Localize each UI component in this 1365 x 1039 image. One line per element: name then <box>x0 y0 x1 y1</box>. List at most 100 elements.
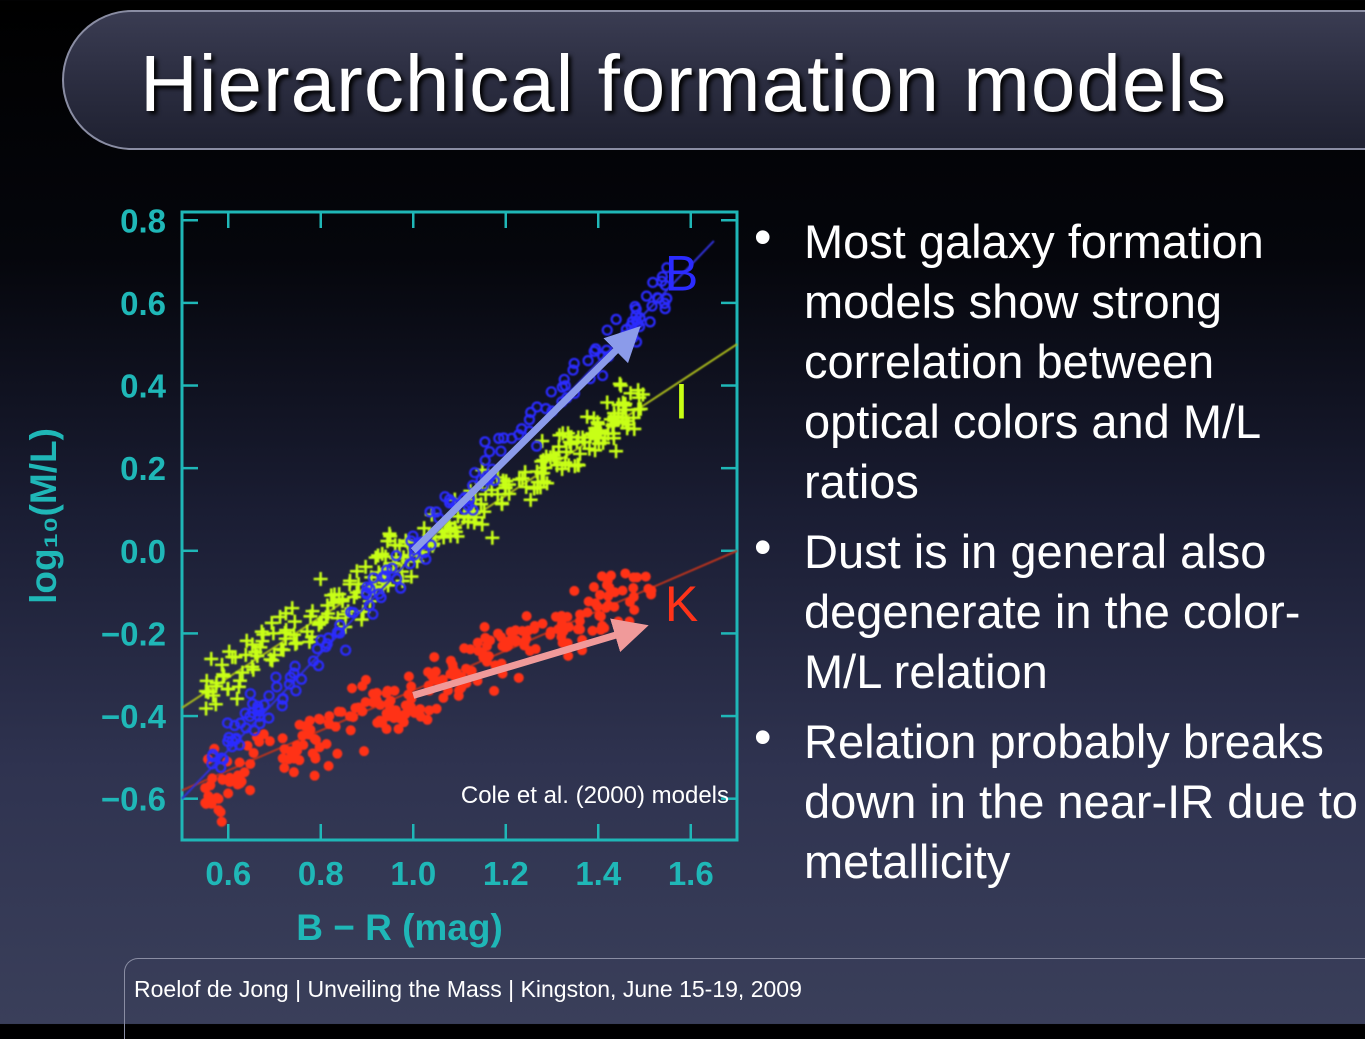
data-point-k <box>569 585 580 596</box>
data-point-b <box>230 732 242 744</box>
arrow-k <box>412 618 649 699</box>
data-point-k <box>529 623 540 634</box>
data-point-i <box>199 673 214 688</box>
data-point-i <box>620 421 635 436</box>
data-point-i <box>287 614 302 629</box>
data-point-k <box>332 748 343 759</box>
data-point-b <box>239 707 251 719</box>
data-point-b <box>263 690 275 702</box>
data-point-k <box>330 721 341 732</box>
data-point-b <box>244 688 256 700</box>
footer-divider <box>124 958 1365 1039</box>
data-point-k <box>624 616 635 627</box>
data-point-k <box>500 642 511 653</box>
data-point-k <box>248 747 259 758</box>
data-point-i <box>382 526 397 541</box>
data-point-k <box>324 711 335 722</box>
data-point-k <box>620 568 631 579</box>
data-point-b <box>252 700 264 712</box>
data-point-i <box>204 651 219 666</box>
data-point-i <box>231 679 246 694</box>
data-point-b <box>568 357 580 370</box>
data-point-i <box>450 509 465 524</box>
data-point-k <box>372 717 383 728</box>
y-axis-label: log₁₀(M/L) <box>23 428 64 604</box>
data-point-k <box>279 762 290 773</box>
data-point-k <box>550 611 561 622</box>
data-point-b <box>647 276 659 289</box>
data-point-i <box>538 460 553 475</box>
data-point-b <box>659 303 671 315</box>
data-point-b <box>270 671 282 683</box>
citation-annotation: Cole et al. (2000) models <box>461 782 729 809</box>
data-point-k <box>574 616 585 627</box>
data-point-i <box>616 395 631 410</box>
data-point-b <box>391 573 403 585</box>
data-point-b <box>361 581 373 593</box>
data-point-b <box>479 436 491 448</box>
data-point-b <box>651 292 664 304</box>
data-point-k <box>386 711 397 722</box>
data-point-b <box>582 355 594 367</box>
data-point-i <box>238 647 253 662</box>
title-bar <box>62 10 1365 150</box>
data-point-k <box>613 616 624 627</box>
data-point-b <box>601 324 613 336</box>
data-point-k <box>359 746 370 757</box>
data-point-b <box>283 678 296 690</box>
data-point-b <box>254 718 266 730</box>
data-point-b <box>206 751 218 763</box>
data-point-b <box>223 731 235 744</box>
arrow-b <box>410 326 641 554</box>
data-point-b <box>545 386 557 398</box>
data-point-i <box>343 573 358 588</box>
data-point-k <box>336 706 347 717</box>
data-point-k <box>371 695 382 706</box>
data-point-i <box>518 465 533 480</box>
data-point-k <box>481 656 492 667</box>
data-point-b <box>404 558 416 570</box>
data-point-i <box>600 395 615 410</box>
data-point-i <box>585 426 600 441</box>
data-point-i <box>575 430 590 445</box>
data-point-i <box>563 437 578 452</box>
data-point-k <box>517 626 528 637</box>
data-point-i <box>326 595 341 610</box>
data-point-b <box>367 608 379 620</box>
data-point-k <box>601 580 612 591</box>
data-point-k <box>422 714 433 725</box>
data-point-k <box>245 785 256 796</box>
bullet-text: Relation probably breaks down in the nea… <box>804 715 1358 888</box>
data-point-i <box>318 610 333 625</box>
scatter-chart: 0.6 0.8 1.0 1.2 1.4 1.6 0.8 0.6 0.4 0.2 0.0 −0.2 −0.… <box>10 190 750 960</box>
data-point-k <box>277 733 288 744</box>
series-label-i: I <box>675 374 689 430</box>
data-point-i <box>256 627 271 642</box>
data-point-b <box>516 423 528 435</box>
data-point-i <box>277 625 292 640</box>
data-point-i <box>546 447 561 462</box>
data-point-i <box>567 459 582 474</box>
data-point-k <box>200 797 211 808</box>
y-tick-label: 0.4 <box>120 368 167 405</box>
data-point-b <box>661 262 673 274</box>
data-point-i <box>285 601 300 616</box>
data-point-i <box>552 428 567 443</box>
data-point-i <box>220 682 235 697</box>
data-point-i <box>474 497 489 512</box>
data-point-i <box>572 446 587 461</box>
data-point-k <box>489 685 500 696</box>
data-point-b <box>656 271 668 283</box>
data-point-k <box>524 646 535 657</box>
data-point-b <box>284 671 297 683</box>
data-point-k <box>631 572 642 583</box>
data-point-k <box>400 700 411 711</box>
data-point-k <box>629 604 640 615</box>
data-point-i <box>417 521 432 536</box>
data-point-b <box>446 496 459 508</box>
data-point-k <box>429 652 440 663</box>
data-point-b <box>630 303 642 315</box>
data-point-b <box>567 364 579 376</box>
data-point-i <box>502 477 517 492</box>
data-point-k <box>588 581 599 592</box>
